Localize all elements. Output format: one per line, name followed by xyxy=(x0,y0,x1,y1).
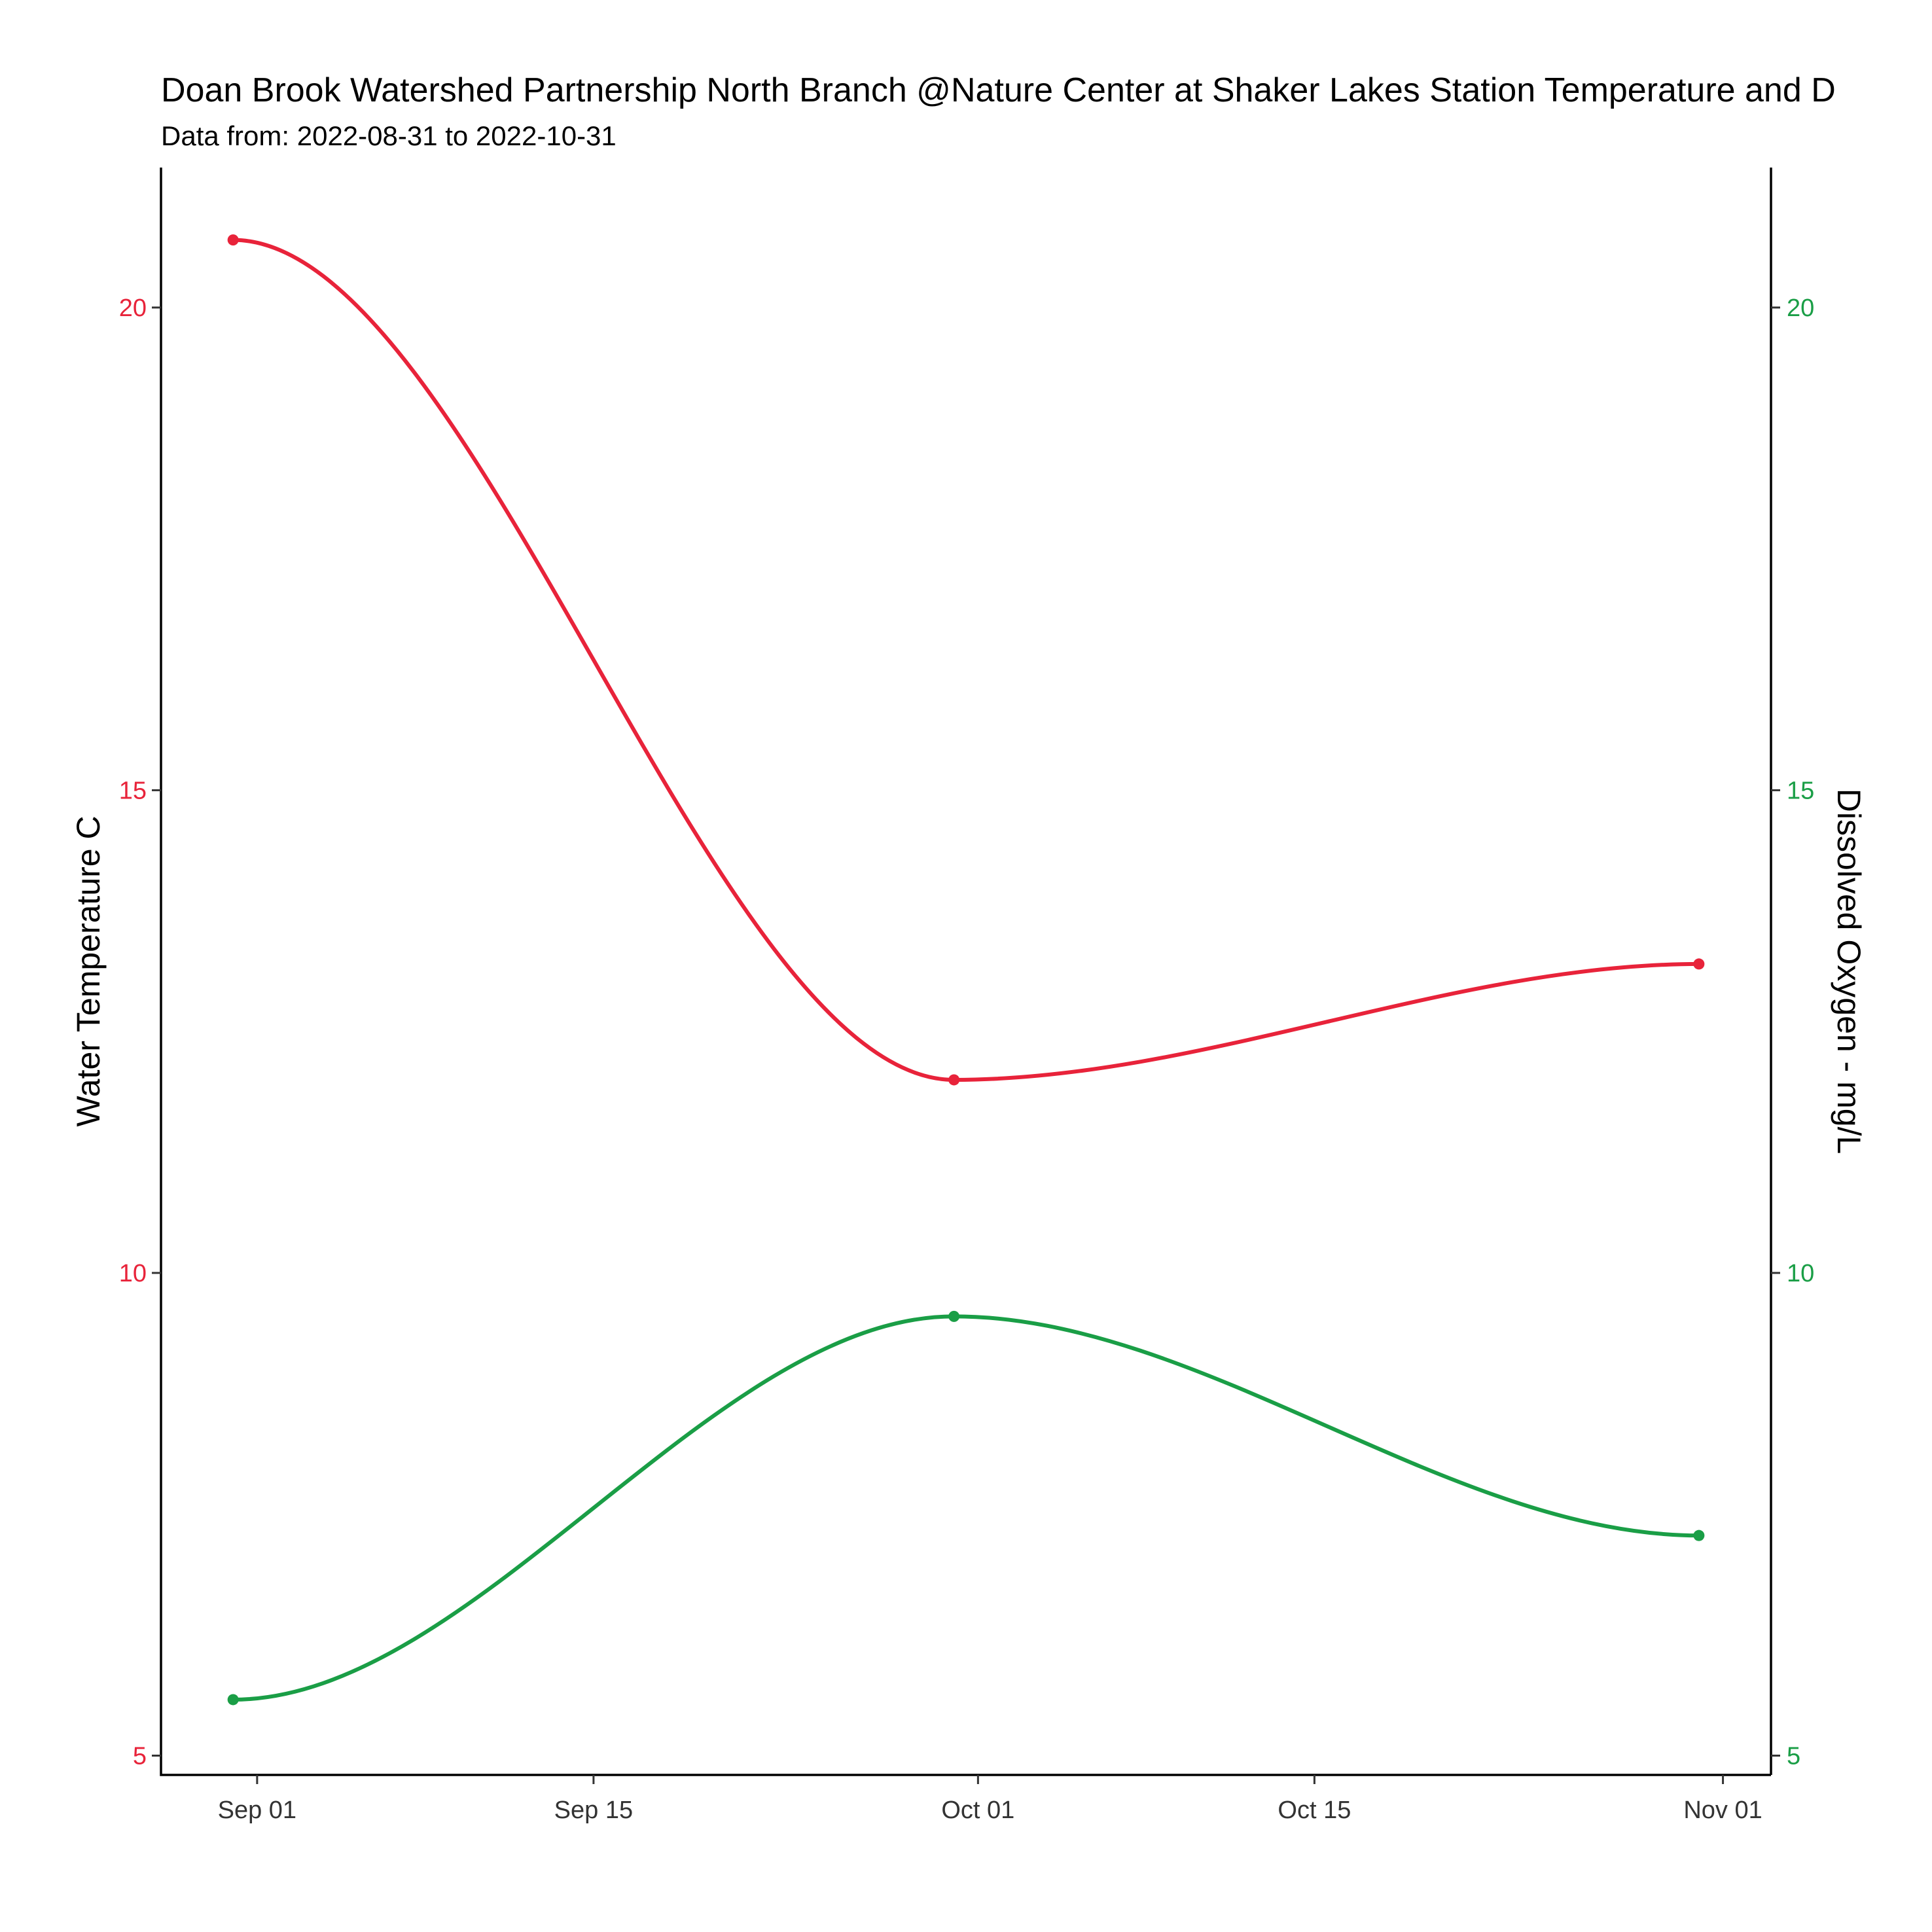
x-axis: Sep 01 Sep 15 Oct 01 Oct 15 Nov 01 xyxy=(218,1775,1762,1824)
chart-title: Doan Brook Watershed Partnership North B… xyxy=(161,71,1836,109)
axis-frame-left-bottom xyxy=(160,168,1771,1776)
y-left-tick-label: 15 xyxy=(119,777,147,804)
series-layer xyxy=(227,234,1705,1706)
x-tick-label: Sep 15 xyxy=(554,1797,633,1824)
chart-subtitle: Data from: 2022-08-31 to 2022-10-31 xyxy=(161,120,617,151)
y-left-tick-label: 20 xyxy=(119,295,147,322)
y-right-tick-label: 10 xyxy=(1787,1260,1814,1287)
y-right-tick-label: 15 xyxy=(1787,777,1814,804)
y-axis-right: 5 10 15 20 xyxy=(1771,295,1814,1770)
y-left-tick-label: 10 xyxy=(119,1260,147,1287)
x-tick-label: Nov 01 xyxy=(1683,1797,1762,1824)
data-point-temperature xyxy=(1693,958,1705,970)
series-line-dissolved_oxygen xyxy=(231,1314,1701,1702)
y-axis-left: 5 10 15 20 xyxy=(119,295,161,1770)
x-tick-label: Oct 15 xyxy=(1278,1797,1351,1824)
data-point-dissolved_oxygen xyxy=(1693,1530,1705,1541)
series-line-temperature xyxy=(231,238,1701,1082)
x-tick-label: Oct 01 xyxy=(941,1797,1014,1824)
x-tick-label: Sep 01 xyxy=(218,1797,296,1824)
y-right-tick-label: 5 xyxy=(1787,1742,1800,1770)
data-point-temperature xyxy=(227,234,239,246)
y-left-tick-label: 5 xyxy=(133,1742,147,1770)
data-point-dissolved_oxygen xyxy=(948,1310,960,1322)
data-point-temperature xyxy=(948,1074,960,1086)
y-axis-right-title: Dissolved Oxygen - mg/L xyxy=(1831,789,1867,1154)
y-right-tick-label: 20 xyxy=(1787,295,1814,322)
y-axis-left-title: Water Temperature C xyxy=(70,815,107,1126)
data-point-dissolved_oxygen xyxy=(227,1694,239,1706)
